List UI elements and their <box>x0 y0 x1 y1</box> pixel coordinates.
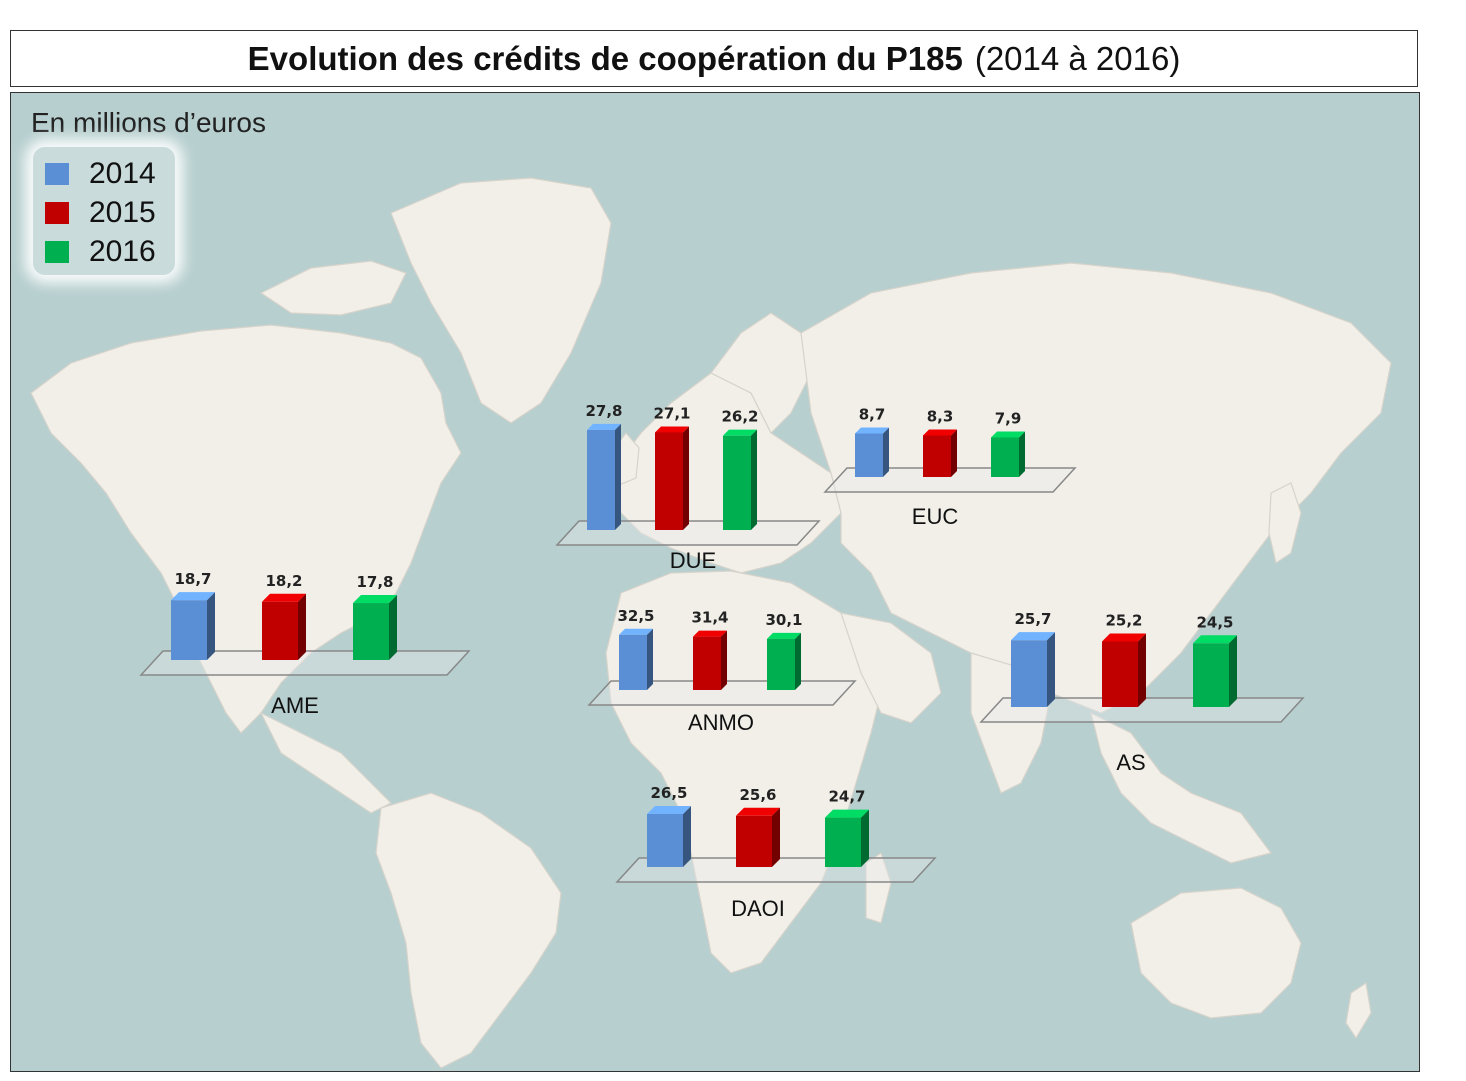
bar-as-2015 <box>1102 633 1146 707</box>
land-southeast-asia <box>1090 711 1273 864</box>
bar-daoi-2015 <box>736 807 780 867</box>
bar-anmo-2016 <box>767 632 801 690</box>
land-asia <box>800 262 1392 714</box>
region-chart-due: 27,8 27,1 26,2 DUE <box>555 402 821 573</box>
bar-ame-2014 <box>171 592 215 660</box>
value-label-as-2014: 25,7 <box>1014 610 1051 628</box>
bar-euc-2014 <box>855 427 889 477</box>
region-chart-anmo: 32,5 31,4 30,1 ANMO <box>587 607 857 735</box>
bar-due-2016 <box>723 429 757 530</box>
unit-label: En millions d’euros <box>31 107 266 138</box>
bar-euc-2016 <box>991 431 1025 477</box>
value-label-daoi-2016: 24,7 <box>828 788 865 806</box>
map-canvas: 27,8 27,1 26,2 DUE 8,7 8,3 7,9 EUC 18,7 18,2 17,8 A… <box>30 177 1392 1069</box>
legend-label-2014: 2014 <box>89 157 156 190</box>
land-japan <box>1268 482 1302 564</box>
land-south-america <box>375 792 562 1069</box>
value-label-daoi-2015: 25,6 <box>739 786 776 804</box>
value-label-anmo-2014: 32,5 <box>617 607 654 625</box>
land-greenland <box>390 177 612 424</box>
region-label-anmo: ANMO <box>688 710 754 735</box>
legend-swatch-2014 <box>45 163 69 185</box>
title-period: (2014 à 2016) <box>974 39 1181 77</box>
region-chart-ame: 18,7 18,2 17,8 AME <box>139 570 471 718</box>
bar-daoi-2014 <box>647 806 691 867</box>
value-label-daoi-2014: 26,5 <box>650 784 687 802</box>
value-label-anmo-2016: 30,1 <box>765 611 802 629</box>
value-label-due-2016: 26,2 <box>721 408 758 426</box>
legend-item-2015: 2015 <box>45 196 156 230</box>
value-label-euc-2014: 8,7 <box>859 406 886 424</box>
bar-anmo-2014 <box>619 628 653 690</box>
land-new-zealand <box>1345 981 1372 1040</box>
bar-anmo-2015 <box>693 630 727 690</box>
land-arctic-islands <box>259 260 407 316</box>
land-africa <box>605 570 882 974</box>
region-chart-as: 25,7 25,2 24,5 AS <box>979 610 1305 775</box>
value-label-due-2014: 27,8 <box>585 402 622 420</box>
bar-due-2015 <box>655 426 689 530</box>
title-main: Evolution des crédits de coopération du … <box>247 39 963 77</box>
value-label-as-2015: 25,2 <box>1105 611 1142 629</box>
land-australia <box>1130 887 1302 1019</box>
value-label-euc-2015: 8,3 <box>927 408 954 426</box>
bar-ame-2016 <box>353 595 397 660</box>
region-label-ame: AME <box>271 693 319 718</box>
legend-label-2016: 2016 <box>89 235 156 268</box>
legend: 2014 2015 2016 <box>33 147 175 275</box>
value-label-ame-2016: 17,8 <box>356 573 393 591</box>
value-label-due-2015: 27,1 <box>653 404 690 422</box>
regional-bar-charts: 27,8 27,1 26,2 DUE 8,7 8,3 7,9 EUC 18,7 18,2 17,8 A… <box>139 402 1305 921</box>
chart-title: Evolution des crédits de coopération du … <box>10 30 1418 87</box>
legend-swatch-2015 <box>45 202 69 224</box>
land-arabia <box>840 612 942 724</box>
value-label-ame-2014: 18,7 <box>174 570 211 588</box>
region-label-due: DUE <box>670 548 716 573</box>
region-label-daoi: DAOI <box>731 896 785 921</box>
land-central-america <box>259 711 393 814</box>
value-label-anmo-2015: 31,4 <box>691 609 728 627</box>
legend-label-2015: 2015 <box>89 196 156 229</box>
region-chart-daoi: 26,5 25,6 24,7 DAOI <box>615 784 937 921</box>
legend-item-2016: 2016 <box>45 235 156 269</box>
region-label-euc: EUC <box>912 504 959 529</box>
world-map: 27,8 27,1 26,2 DUE 8,7 8,3 7,9 EUC 18,7 18,2 17,8 A… <box>10 92 1420 1072</box>
bar-daoi-2016 <box>825 809 869 867</box>
region-chart-euc: 8,7 8,3 7,9 EUC <box>823 406 1077 529</box>
bar-ame-2015 <box>262 593 306 660</box>
legend-swatch-2016 <box>45 241 69 263</box>
land-madagascar <box>865 852 892 924</box>
bar-as-2014 <box>1011 632 1055 707</box>
region-label-as: AS <box>1116 750 1145 775</box>
bar-as-2016 <box>1193 635 1237 707</box>
value-label-as-2016: 24,5 <box>1196 613 1233 631</box>
value-label-ame-2015: 18,2 <box>265 572 302 590</box>
bar-due-2014 <box>587 423 621 530</box>
legend-item-2014: 2014 <box>45 157 156 191</box>
bar-euc-2015 <box>923 429 957 477</box>
value-label-euc-2016: 7,9 <box>995 410 1022 428</box>
